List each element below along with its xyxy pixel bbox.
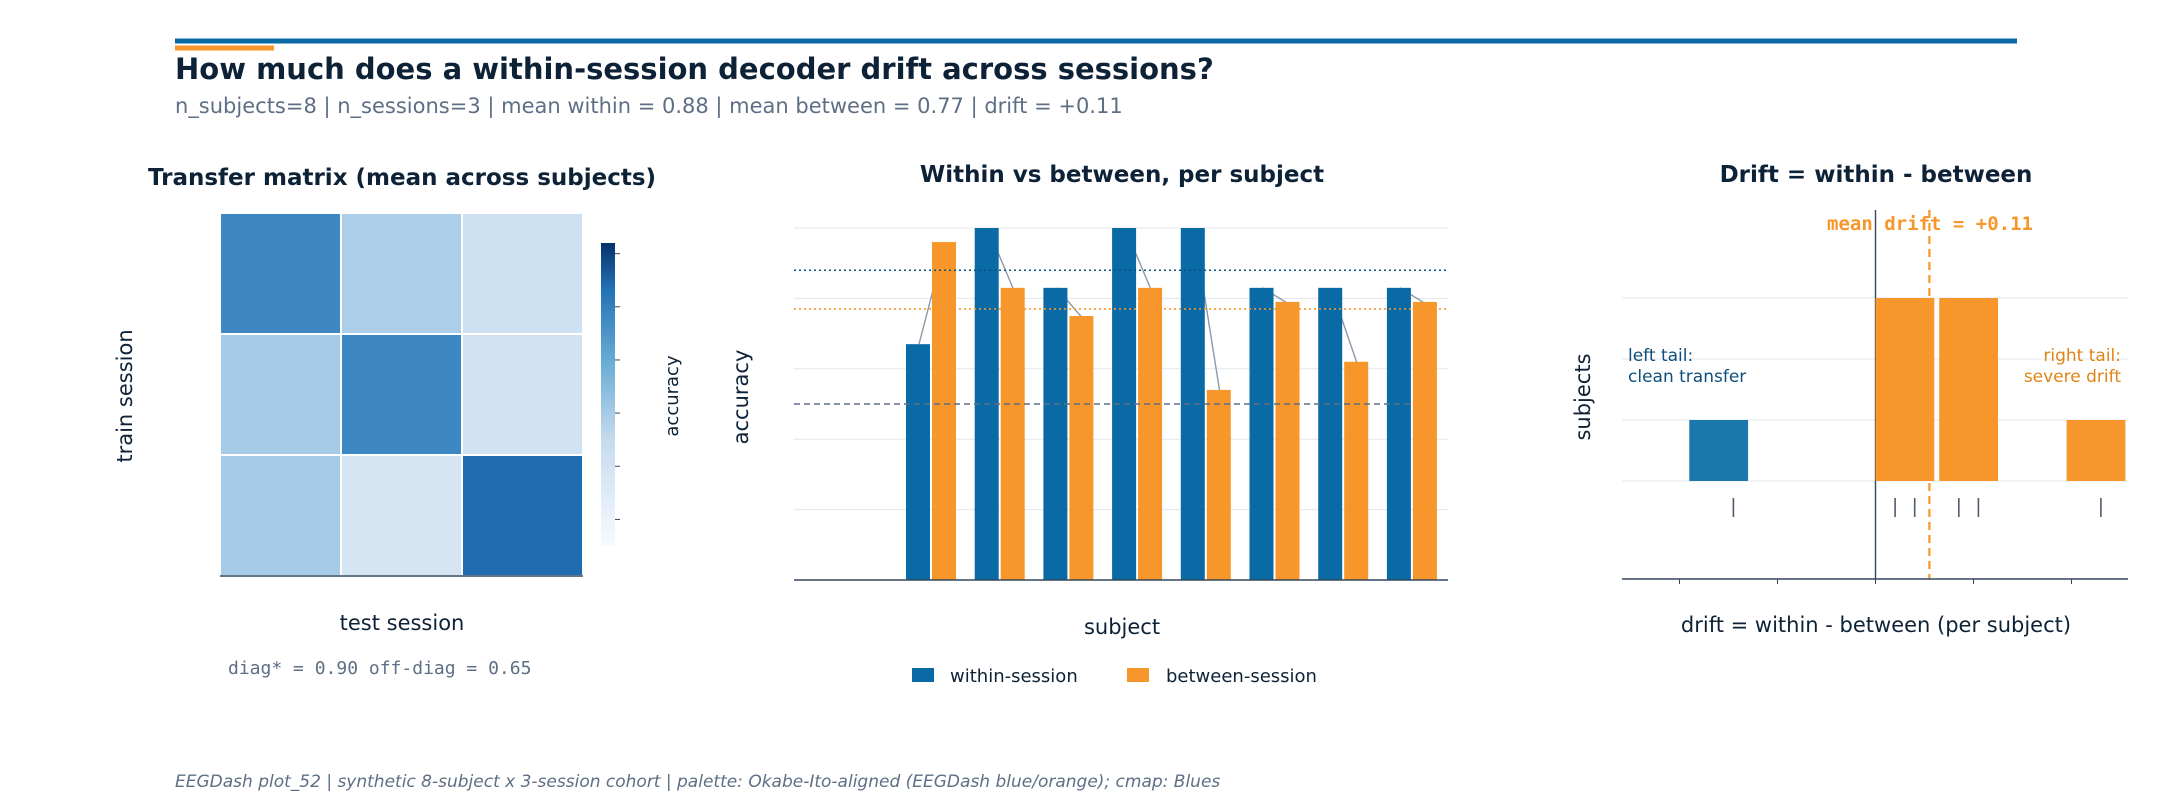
bar-within-session — [1043, 287, 1068, 580]
bars-legend: within-session between-session — [912, 666, 1317, 687]
bar-between-session — [1000, 287, 1025, 580]
heatmap-cell — [340, 454, 463, 577]
heatmap-cell — [219, 333, 342, 456]
legend-label-between: between-session — [1166, 666, 1317, 687]
page-subtitle: n_subjects=8 | n_sessions=3 | mean withi… — [175, 94, 1123, 119]
bar-between-session — [932, 242, 956, 580]
heatmap-cells — [219, 212, 584, 577]
legend-label-within: within-session — [950, 666, 1078, 687]
drift-marks — [1689, 210, 2126, 579]
bar-within-session — [1386, 287, 1411, 580]
heatmap-xlabel: test session — [340, 611, 465, 635]
drift-ylabel: subjects — [1571, 353, 1595, 440]
colorbar — [601, 243, 615, 546]
bar-between-session — [1344, 361, 1369, 580]
mean-drift-label: mean drift = +0.11 — [1827, 213, 2033, 235]
right-tail-label-1: right tail: — [2043, 346, 2121, 366]
drift-panel: Drift = within - between drift = within … — [1571, 162, 2128, 637]
heatmap-cell — [219, 212, 342, 335]
bar-between-session — [1412, 301, 1437, 580]
drift-hist-bar — [2066, 420, 2126, 481]
bars-ylabel: accuracy — [729, 350, 753, 445]
left-tail-label-1: left tail: — [1628, 346, 1693, 366]
bars-xlabel: subject — [1084, 615, 1160, 639]
bar-within-session — [1249, 287, 1274, 580]
left-tail-label-2: clean transfer — [1628, 367, 1746, 387]
bars-title: Within vs between, per subject — [920, 162, 1324, 188]
within-between-panel: Within vs between, per subject subject a… — [729, 162, 1448, 687]
heatmap-ylabel: train session — [113, 329, 137, 462]
drift-hist-bar — [1939, 298, 1998, 481]
drift-hist-bar — [1875, 298, 1935, 481]
heatmap-note: diag* = 0.90 off-diag = 0.65 — [228, 658, 531, 679]
page-title: How much does a within-session decoder d… — [175, 52, 1214, 86]
drift-title: Drift = within - between — [1720, 162, 2033, 188]
transfer-matrix-panel: Transfer matrix (mean across subjects) t… — [113, 165, 683, 679]
colorbar-ticks — [615, 253, 620, 520]
bar-between-session — [1069, 316, 1094, 580]
drift-hist-bar — [1689, 420, 1749, 481]
heatmap-cell — [461, 333, 584, 456]
colorbar-label: accuracy — [662, 355, 683, 437]
heatmap-cell — [219, 454, 342, 577]
heatmap-cell — [461, 454, 584, 577]
bar-within-session — [906, 344, 930, 580]
footer-note: EEGDash plot_52 | synthetic 8-subject x … — [175, 772, 1220, 792]
bar-within-session — [1318, 287, 1343, 580]
heatmap-cell — [340, 333, 463, 456]
bar-between-session — [1275, 301, 1300, 580]
bar-between-session — [1138, 287, 1163, 580]
bar-between-session — [1206, 389, 1231, 580]
heatmap-cell — [461, 212, 584, 335]
right-tail-label-2: severe drift — [2024, 367, 2122, 387]
legend-swatch-within — [912, 668, 934, 682]
drift-xlabel: drift = within - between (per subject) — [1681, 613, 2071, 637]
heatmap-title: Transfer matrix (mean across subjects) — [148, 165, 656, 191]
heatmap-cell — [340, 212, 463, 335]
bars-reference-lines — [794, 269, 1448, 405]
legend-swatch-between — [1127, 668, 1149, 682]
drift-ticks — [1622, 578, 2128, 584]
